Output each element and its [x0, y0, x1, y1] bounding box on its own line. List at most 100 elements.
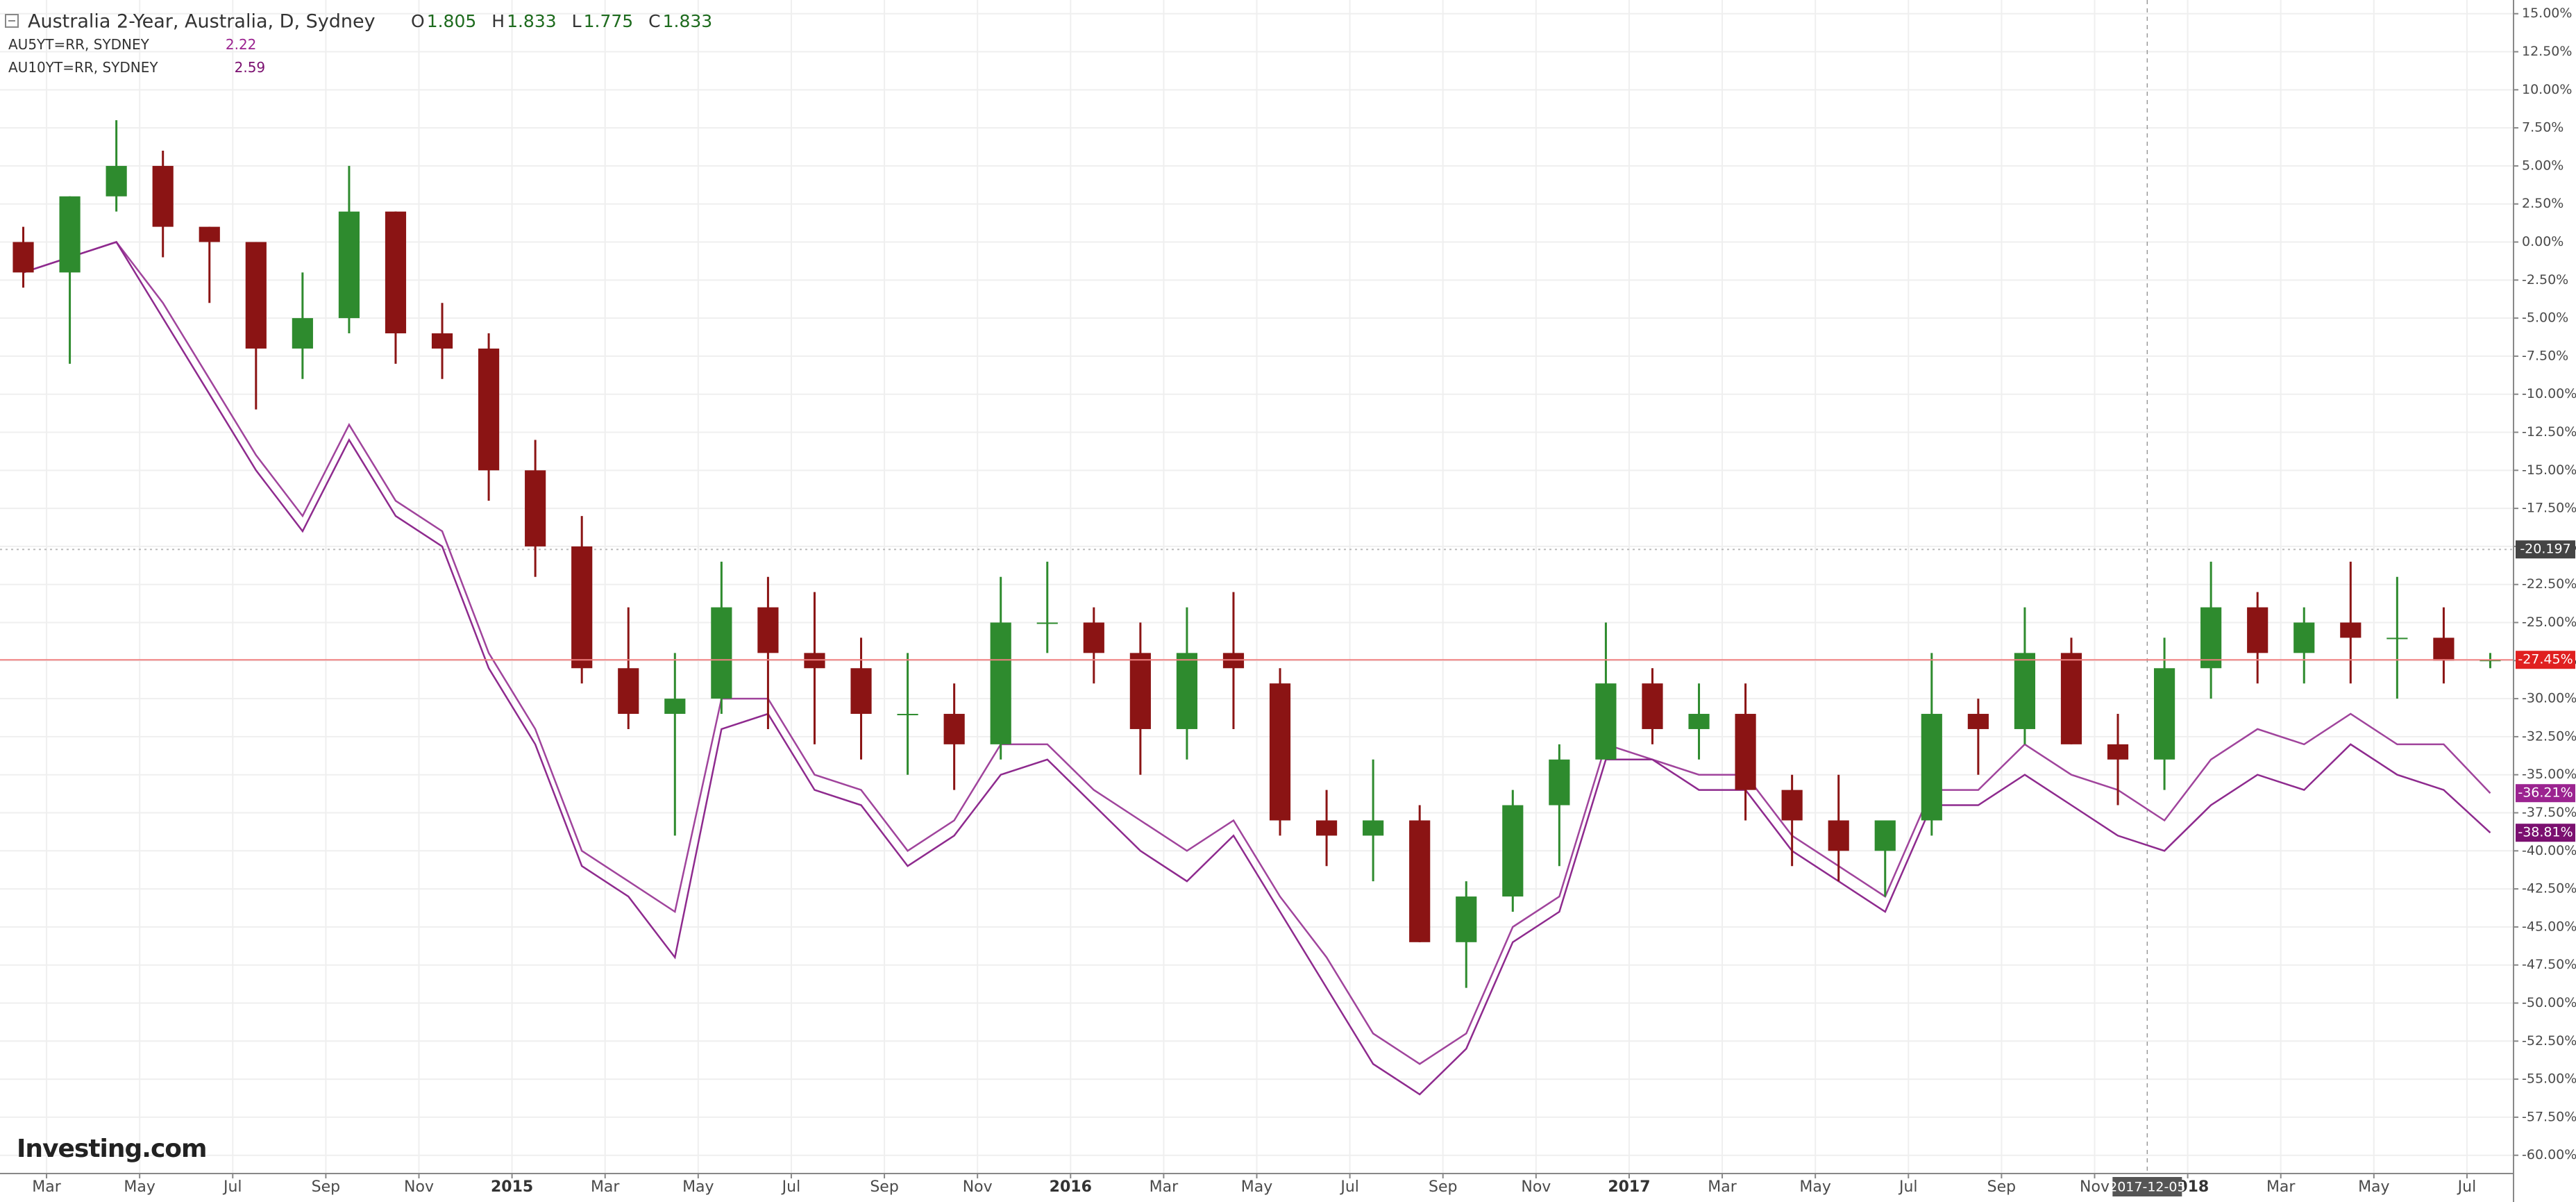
candle-body: [990, 622, 1011, 744]
y-tick-label: -45.00%: [2522, 919, 2576, 934]
y-tick-label: -42.50%: [2522, 881, 2576, 896]
candle-body: [943, 714, 965, 744]
y-tick-label: -2.50%: [2522, 272, 2568, 287]
axis-badge: [2516, 540, 2575, 559]
candle-body: [2293, 622, 2315, 653]
candle-body: [1269, 683, 1291, 821]
crosshair-date: 2017-12-05: [2109, 1180, 2185, 1195]
plot: [0, 0, 2514, 1174]
candle-body: [664, 699, 686, 715]
candle-body: [1688, 714, 1710, 729]
candle-body: [1967, 714, 1989, 729]
ohlc-value: 1.775: [584, 11, 634, 31]
candle-body: [1921, 714, 1942, 821]
y-tick-label: 12.50%: [2522, 44, 2572, 59]
candle-body: [245, 242, 267, 349]
candle-body: [199, 226, 220, 242]
candle-body: [2386, 637, 2408, 640]
x-tick-label: Nov: [1521, 1178, 1551, 1196]
ohlc-value: 1.833: [507, 11, 557, 31]
candle-body: [1083, 622, 1104, 653]
y-tick-label: -12.50%: [2522, 424, 2576, 440]
y-tick-label: -17.50%: [2522, 501, 2576, 516]
candle-body: [1642, 683, 1663, 729]
axis-badge: [2516, 824, 2575, 842]
x-tick-label: Nov: [2080, 1178, 2110, 1196]
y-tick-label: -55.00%: [2522, 1071, 2576, 1087]
axis-badge-label: -27.45%: [2518, 652, 2573, 667]
candle-body: [2060, 653, 2082, 744]
x-tick-label: May: [1241, 1178, 1272, 1196]
collapse-button[interactable]: [5, 14, 19, 28]
y-tick-label: 10.00%: [2522, 82, 2572, 97]
y-tick-label: 5.00%: [2522, 158, 2564, 173]
candle-body: [525, 470, 546, 546]
x-tick-label: Mar: [2266, 1178, 2296, 1196]
candle-body: [1874, 820, 1896, 851]
axis-badge: [2516, 651, 2575, 669]
y-tick-label: -57.50%: [2522, 1109, 2576, 1124]
legend-value: 2.59: [235, 59, 266, 76]
crosshair-date-box: [2112, 1177, 2182, 1196]
y-tick-label: -32.50%: [2522, 728, 2576, 744]
x-tick-label: Nov: [963, 1178, 993, 1196]
candle-body: [1828, 820, 1849, 851]
ohlc-key: O: [411, 11, 425, 31]
candle-body: [1222, 653, 1245, 669]
ohlc-key: H: [491, 11, 505, 31]
candle-body: [850, 668, 872, 715]
candle-body: [571, 546, 593, 669]
candle-body: [2433, 637, 2455, 661]
x-tick-label: Mar: [1150, 1178, 1179, 1196]
candle-body: [338, 211, 360, 319]
candle-body: [618, 668, 639, 715]
candle-body: [59, 196, 81, 273]
y-tick-label: -35.00%: [2522, 767, 2576, 782]
x-tick-label: Mar: [591, 1178, 620, 1196]
grid: [0, 0, 2514, 1174]
candle-body: [2014, 653, 2036, 729]
x-tick-label: May: [1799, 1178, 1830, 1196]
x-tick-label: Jul: [222, 1178, 242, 1196]
candle-body: [1129, 653, 1151, 729]
y-tick-label: -60.00%: [2522, 1147, 2576, 1162]
ohlc-value: 1.805: [427, 11, 477, 31]
candle-body: [152, 165, 174, 227]
x-tick-label: Jul: [1339, 1178, 1359, 1196]
y-tick-label: -10.00%: [2522, 386, 2576, 401]
candle-body: [431, 333, 453, 349]
y-tick-label: -7.50%: [2522, 348, 2568, 363]
candle-body: [1409, 820, 1431, 942]
candle-body: [1456, 896, 1477, 942]
y-tick-label: -25.00%: [2522, 615, 2576, 630]
y-tick-label: -5.00%: [2522, 310, 2568, 326]
y-tick-label: -47.50%: [2522, 957, 2576, 972]
ohlc-key: C: [648, 11, 660, 31]
x-tick-label: 2016: [1050, 1178, 1092, 1196]
x-tick-label: May: [2358, 1178, 2389, 1196]
candle-body: [12, 242, 34, 273]
line-series: [23, 241, 2491, 1096]
candle-body: [385, 211, 407, 334]
candle-body: [1735, 714, 1756, 790]
legend-value: 2.22: [226, 36, 257, 53]
candle-body: [897, 714, 918, 716]
axis-badge-label: -36.21%: [2518, 785, 2573, 801]
x-tick-label: Jul: [1898, 1178, 1918, 1196]
y-tick-label: 0.00%: [2522, 234, 2564, 249]
axis-badge-label: -38.81%: [2518, 825, 2573, 840]
y-tick-label: -50.00%: [2522, 995, 2576, 1010]
candle-body: [1781, 790, 1803, 821]
ohlc-value: 1.833: [663, 11, 713, 31]
candle-body: [2153, 668, 2175, 760]
line-series: [23, 241, 2491, 1065]
candle-body: [1036, 622, 1058, 624]
candle-body: [1315, 820, 1338, 836]
x-tick-label: Jul: [781, 1178, 801, 1196]
x-tick-label: 2015: [491, 1178, 533, 1196]
logo: Investing.com: [17, 1135, 207, 1163]
candle-body: [1595, 683, 1617, 760]
legend-name: AU5YT=RR, SYDNEY: [8, 36, 150, 53]
x-tick-label: May: [124, 1178, 155, 1196]
